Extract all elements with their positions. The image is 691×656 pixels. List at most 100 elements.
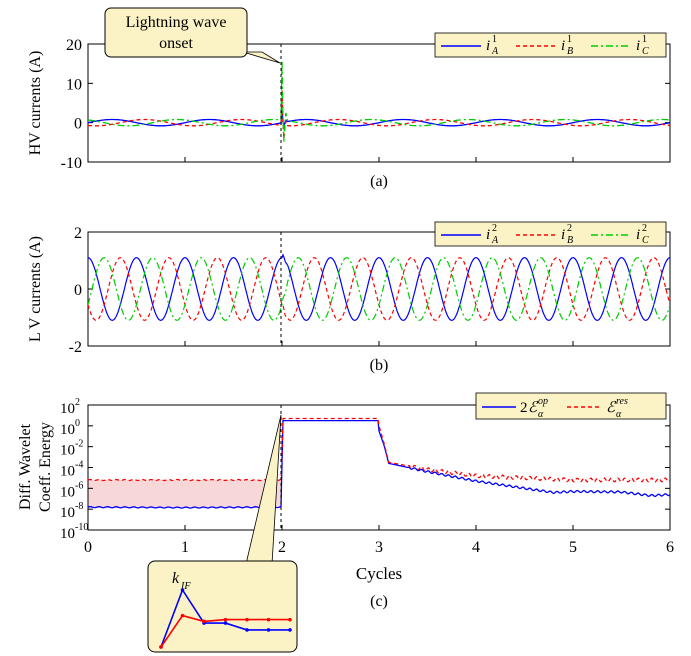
svg-text:2: 2 [642, 223, 647, 234]
inset-point [180, 613, 185, 618]
panel-c-ytick-label: 10 0 [60, 418, 80, 438]
panel-b-legend: i 2A i 2B i 2C [434, 221, 667, 247]
panel-a-ytick-label: 10 [66, 76, 82, 93]
svg-text:ℰ: ℰ [606, 400, 617, 416]
svg-text:10: 10 [60, 484, 75, 500]
inset-callout: k IF [147, 414, 298, 653]
panel-a-label: (a) [370, 173, 388, 190]
panel-c-xtick-label: 0 [84, 539, 92, 556]
svg-text:ℰ: ℰ [528, 400, 539, 416]
panel-a-ytick-label: -10 [61, 155, 82, 172]
inset-point [245, 628, 249, 632]
panel-b-ytick-label: 0 [74, 282, 82, 299]
legend-label-ib2: i 2B [561, 223, 573, 246]
panel-c-shaded-band [88, 480, 281, 509]
svg-text:-4: -4 [75, 460, 83, 471]
annotation-pointer [242, 51, 281, 64]
panel-b-ticks: -2 0 2 [69, 225, 671, 356]
svg-text:C: C [642, 46, 649, 57]
panel-c-ytick-label: 10 -10 [60, 522, 88, 542]
panel-a-series-line [88, 110, 670, 127]
panel-c-ytick-label: 10 -8 [60, 501, 83, 521]
svg-text:10: 10 [60, 422, 75, 438]
panel-c-ylabel-line2: Coeff. Energy [37, 422, 54, 512]
panel-c-series [88, 417, 670, 509]
svg-text:A: A [491, 235, 499, 246]
panel-c-ylabel-line1: Diff. Wavelet [17, 423, 34, 510]
svg-text:B: B [567, 46, 573, 57]
panel-b-series-line [88, 257, 670, 321]
inset-point [223, 621, 228, 625]
legend-box [434, 221, 667, 247]
legend-box [434, 32, 667, 58]
svg-text:2: 2 [492, 223, 497, 234]
panel-b-label: (b) [370, 357, 389, 374]
svg-text:k: k [172, 570, 180, 587]
panel-a-series-line [88, 89, 670, 139]
svg-text:α: α [616, 409, 622, 420]
legend-label-ib1: i 1B [561, 34, 573, 57]
svg-text:α: α [538, 409, 544, 420]
inset-point [245, 617, 249, 622]
panel-a-ticks: -10 0 10 20 [61, 37, 671, 172]
svg-text:2: 2 [567, 223, 572, 234]
svg-text:10: 10 [60, 505, 75, 521]
inset-point [180, 588, 185, 592]
inset-point [266, 617, 271, 622]
svg-text:op: op [538, 396, 548, 407]
svg-text:-6: -6 [75, 480, 83, 491]
panel-c-xlabel: Cycles [356, 564, 402, 583]
svg-text:1: 1 [567, 34, 572, 45]
panel-c-ytick-label: 10 -2 [60, 439, 83, 459]
panel-b-ylabel: L V currents (A) [27, 236, 44, 342]
inset-point [266, 628, 271, 632]
inset-point [223, 617, 228, 622]
panel-c-xtick-label: 2 [278, 539, 286, 556]
svg-text:0: 0 [75, 418, 80, 429]
svg-text:-10: -10 [75, 522, 88, 533]
svg-text:10: 10 [60, 401, 75, 417]
svg-text:IF: IF [180, 581, 191, 592]
svg-text:C: C [642, 235, 649, 246]
legend-label-ic2: i 2C [636, 223, 649, 246]
svg-text:10: 10 [60, 443, 75, 459]
panel-a-ytick-label: 0 [74, 116, 82, 133]
annotation-callout: Lightning wave onset [104, 7, 281, 64]
panel-c-ytick-label: 10 -6 [60, 480, 83, 500]
panel-c-label: (c) [370, 593, 388, 610]
annotation-text-line1: Lightning wave [126, 14, 227, 31]
panel-c-ytick-label: 10 2 [60, 397, 80, 417]
svg-text:i: i [561, 227, 565, 243]
panel-a-series [88, 60, 670, 142]
svg-text:1: 1 [492, 34, 497, 45]
panel-b-series-line [88, 253, 670, 322]
panel-c-xtick-label: 6 [666, 539, 674, 556]
panel-c-xtick-label: 3 [375, 539, 383, 556]
panel-a-series-line [88, 60, 670, 142]
panel-b-ytick-label: -2 [69, 339, 82, 356]
svg-text:i: i [636, 38, 640, 54]
panel-b-axes [87, 231, 671, 347]
inset-point [288, 617, 292, 622]
legend-label-ia1: i 1A [486, 34, 499, 57]
panel-a-axes [87, 43, 671, 163]
panel-a-legend: i 1A i 1B i 1C [434, 32, 667, 58]
inset-point [202, 619, 206, 624]
svg-text:-2: -2 [75, 439, 83, 450]
inset-box [147, 560, 298, 653]
panel-c-series-line [88, 417, 670, 483]
panel-a: -10 0 10 20 HV currents (A) (a) Lightning w… [27, 7, 671, 190]
inset-point [288, 628, 292, 632]
legend-label-ic1: i 1C [636, 34, 649, 57]
svg-text:-8: -8 [75, 501, 83, 512]
svg-text:i: i [636, 227, 640, 243]
inset-label: k IF [172, 570, 191, 592]
svg-text:10: 10 [60, 526, 75, 542]
svg-text:i: i [561, 38, 565, 54]
